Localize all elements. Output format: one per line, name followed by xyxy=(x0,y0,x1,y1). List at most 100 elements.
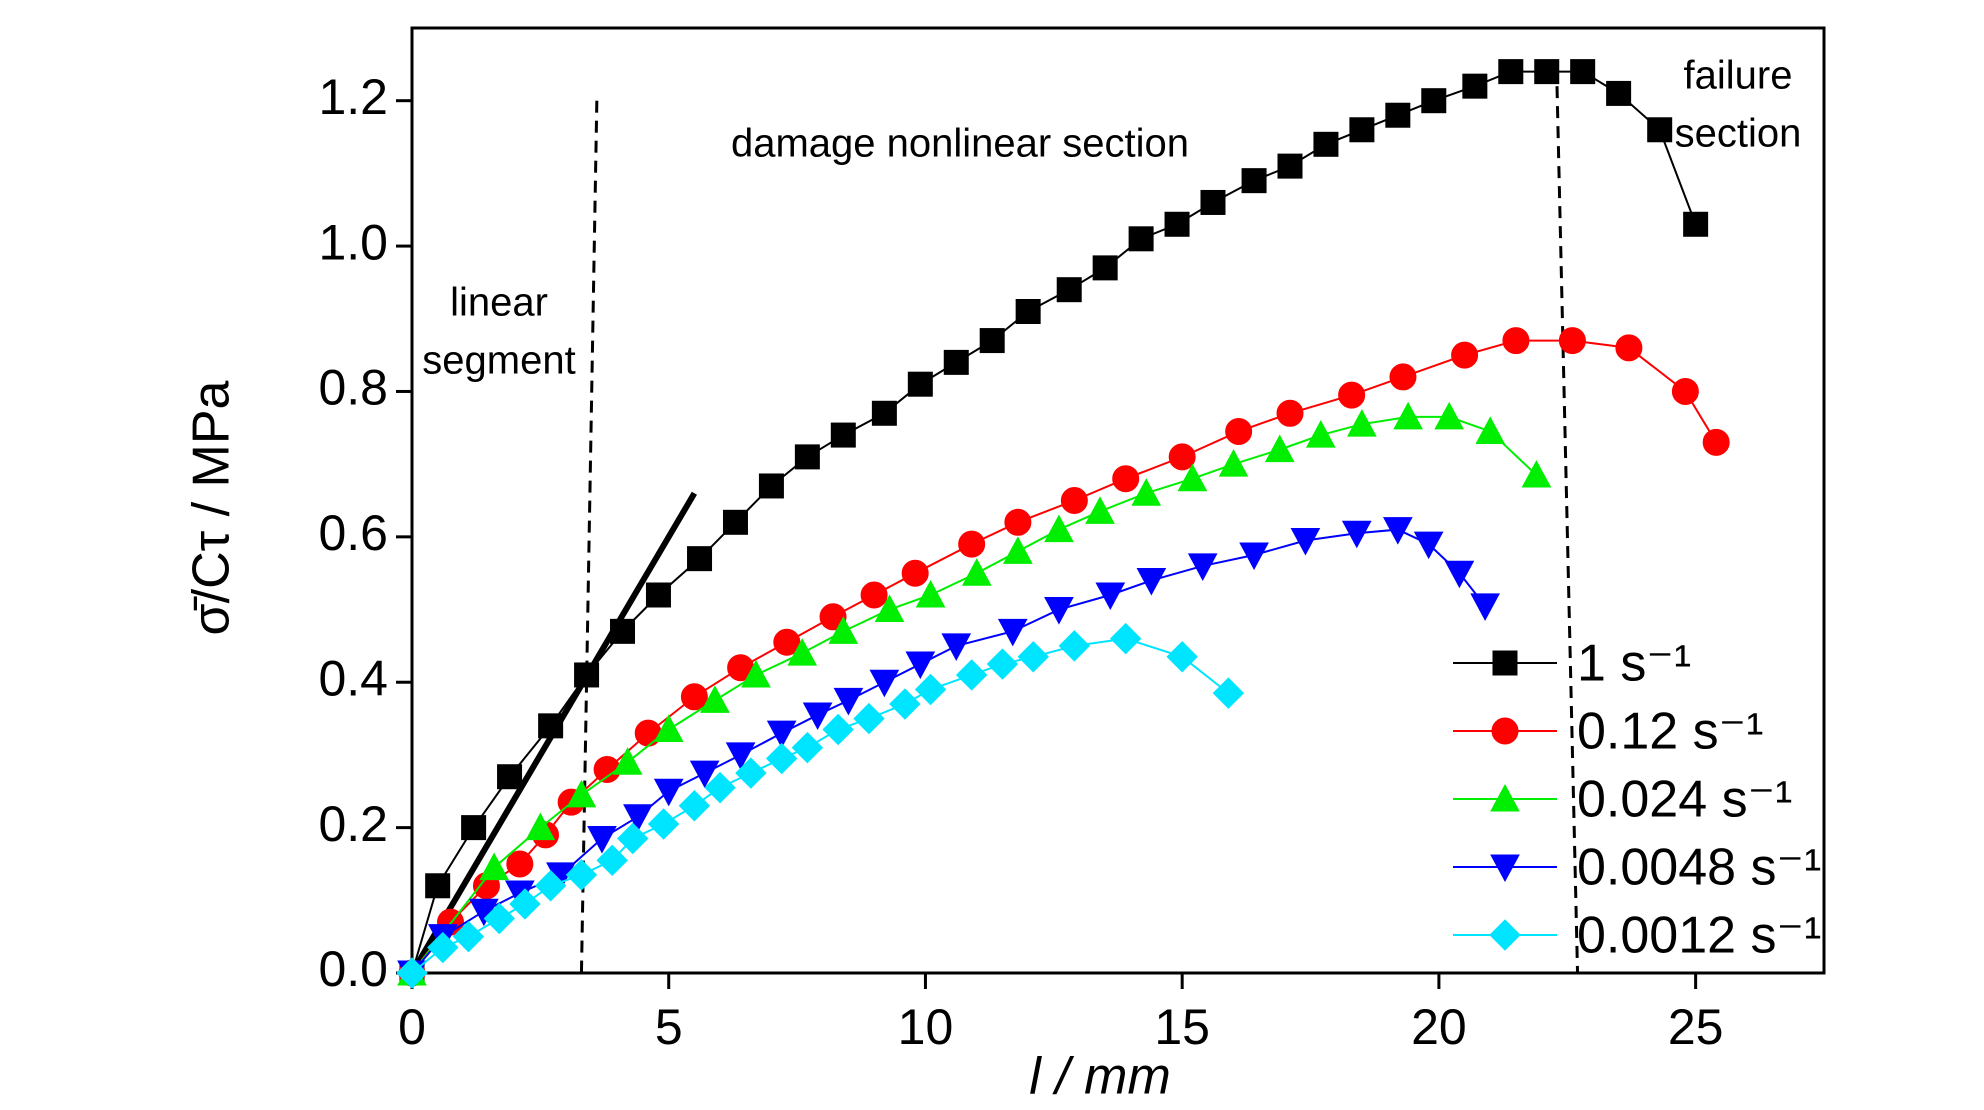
marker-triangle-up xyxy=(1131,478,1162,506)
y-tick-label: 0.2 xyxy=(318,796,388,852)
marker-diamond xyxy=(853,702,885,735)
marker-triangle-down xyxy=(802,702,833,730)
marker-diamond xyxy=(791,731,824,764)
marker-triangle-up xyxy=(1347,409,1377,437)
marker-diamond xyxy=(914,673,947,706)
marker-triangle-down xyxy=(689,760,720,789)
marker-triangle-down xyxy=(1095,582,1126,611)
legend-marker xyxy=(1490,783,1520,812)
marker-triangle-down xyxy=(1444,560,1475,589)
marker-square xyxy=(645,582,671,608)
marker-triangle-up xyxy=(1475,416,1506,444)
marker-square xyxy=(1385,102,1411,128)
marker-square xyxy=(1349,117,1375,143)
marker-circle xyxy=(1112,465,1140,493)
marker-square xyxy=(538,713,564,739)
marker-diamond xyxy=(678,790,711,822)
marker-square xyxy=(1421,88,1447,114)
marker-circle xyxy=(958,530,986,558)
marker-triangle-up xyxy=(653,714,684,742)
legend-label: 0.12 s⁻¹ xyxy=(1577,703,1763,761)
marker-triangle-up xyxy=(1264,434,1295,463)
marker-triangle-up xyxy=(1085,496,1115,524)
marker-triangle-down xyxy=(1290,527,1321,556)
marker-triangle-up xyxy=(741,659,771,688)
x-axis-label: l / mm xyxy=(1029,1048,1171,1106)
marker-square xyxy=(497,764,523,790)
marker-diamond xyxy=(396,957,428,989)
series-line xyxy=(411,637,1230,974)
y-tick-label: 1.2 xyxy=(318,69,388,125)
marker-circle xyxy=(901,559,929,587)
marker-diamond xyxy=(1058,630,1091,662)
marker-diamond xyxy=(889,688,921,720)
marker-triangle-up xyxy=(961,558,992,586)
marker-square xyxy=(1498,59,1524,85)
marker-circle xyxy=(1168,443,1196,471)
marker-circle xyxy=(1502,327,1530,355)
legend-marker xyxy=(1489,919,1521,951)
marker-triangle-up xyxy=(828,616,859,644)
annotation: linear xyxy=(450,281,548,325)
marker-triangle-down xyxy=(587,826,617,854)
annotation: failure xyxy=(1684,54,1793,98)
marker-circle xyxy=(1671,377,1699,405)
marker-square xyxy=(907,371,933,397)
y-tick-label: 0.0 xyxy=(318,941,388,997)
legend-marker xyxy=(1490,854,1520,883)
marker-circle xyxy=(773,628,801,656)
marker-triangle-up xyxy=(915,579,946,608)
marker-diamond xyxy=(565,859,598,891)
dashed-boundary xyxy=(1555,86,1580,974)
marker-square xyxy=(1570,59,1596,85)
marker-triangle-up xyxy=(1434,401,1465,430)
marker-triangle-up xyxy=(525,812,556,841)
marker-square xyxy=(425,873,451,899)
marker-triangle-up xyxy=(1003,536,1033,564)
marker-triangle-down xyxy=(905,651,936,680)
marker-circle xyxy=(860,581,888,609)
marker-diamond xyxy=(955,659,988,691)
marker-diamond xyxy=(1109,622,1142,655)
marker-diamond xyxy=(735,757,767,789)
legend-marker xyxy=(1492,650,1518,676)
marker-diamond xyxy=(822,713,854,746)
marker-triangle-up xyxy=(874,594,905,623)
marker-circle xyxy=(1451,341,1479,369)
marker-diamond xyxy=(617,822,649,855)
marker-circle xyxy=(506,850,534,878)
marker-triangle-up xyxy=(1305,420,1336,448)
legend-label: 0.0012 s⁻¹ xyxy=(1577,907,1821,965)
marker-circle xyxy=(1060,487,1088,514)
marker-square xyxy=(979,328,1005,354)
marker-diamond xyxy=(1212,677,1245,709)
y-axis-label: σ̄/Cτ / MPa xyxy=(183,380,241,635)
marker-square xyxy=(687,546,713,572)
marker-square xyxy=(1241,168,1267,194)
marker-triangle-up xyxy=(1218,449,1249,477)
series-line xyxy=(411,528,1486,974)
marker-square xyxy=(794,444,820,470)
marker-triangle-down xyxy=(766,720,797,749)
marker-square xyxy=(1015,299,1041,324)
marker-triangle-down xyxy=(833,687,864,716)
marker-circle xyxy=(1338,381,1366,409)
marker-diamond xyxy=(704,771,736,804)
marker-diamond xyxy=(1017,641,1049,673)
marker-triangle-up xyxy=(1044,514,1074,543)
marker-square xyxy=(610,618,636,644)
marker-triangle-up xyxy=(1521,460,1552,488)
annotation: segment xyxy=(422,339,575,383)
marker-diamond xyxy=(452,920,485,953)
annotation: damage nonlinear section xyxy=(731,122,1189,166)
marker-diamond xyxy=(1166,641,1198,673)
marker-square xyxy=(1534,59,1560,85)
legend-label: 1 s⁻¹ xyxy=(1577,635,1691,693)
y-tick-label: 0.8 xyxy=(318,360,388,416)
marker-square xyxy=(1092,255,1118,281)
legend-marker xyxy=(1491,717,1519,745)
marker-triangle-down xyxy=(1341,520,1372,549)
marker-circle xyxy=(1558,327,1586,355)
y-tick-label: 0.4 xyxy=(318,650,388,706)
x-tick-label: 5 xyxy=(655,999,683,1055)
